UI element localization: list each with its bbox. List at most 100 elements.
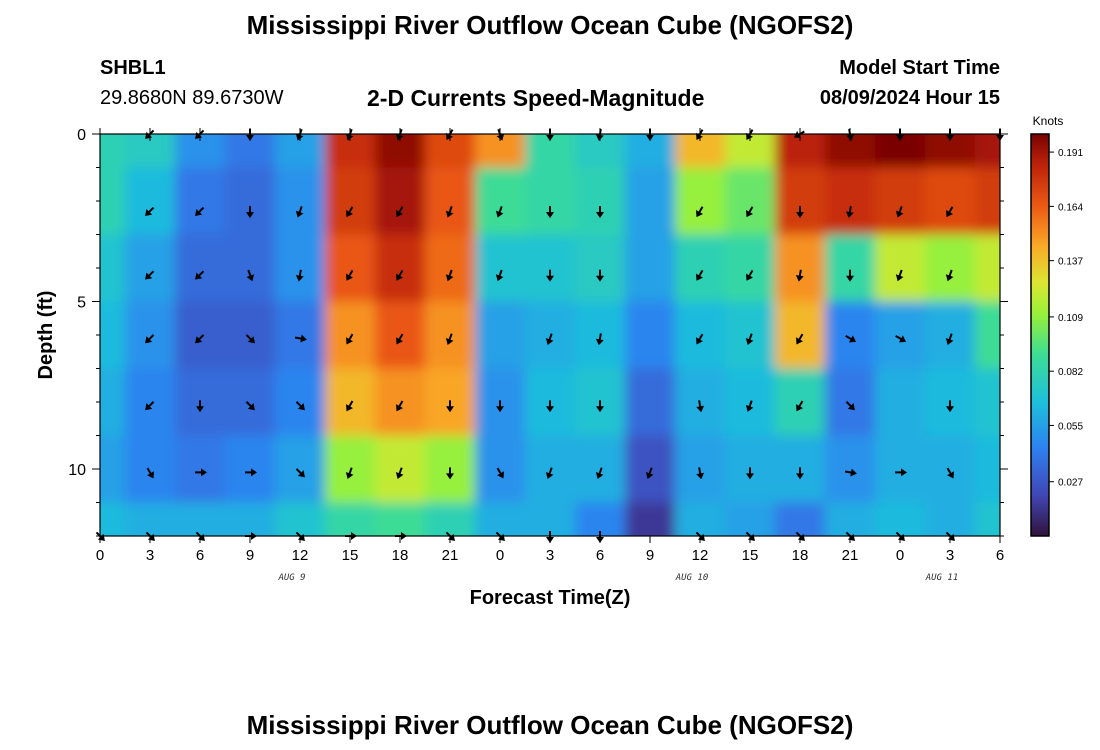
y-axis: 0 5 10	[68, 127, 1008, 537]
x-tick-label: 0	[96, 547, 104, 564]
x-axis-label: Forecast Time(Z)	[470, 587, 631, 609]
colorbar-tick-label: 0.164	[1058, 202, 1083, 213]
x-tick-label: 6	[196, 547, 204, 564]
current-arrow	[746, 206, 754, 218]
heatmap-cell	[325, 167, 376, 235]
model-start-value: 08/09/2024 Hour 15	[819, 87, 1000, 109]
current-arrow	[796, 333, 804, 345]
current-arrow	[946, 400, 954, 413]
current-arrow	[546, 206, 554, 219]
current-arrow	[345, 467, 354, 479]
heatmap-cell	[100, 435, 126, 503]
heatmap-cell	[725, 234, 776, 302]
heatmap-cell	[875, 368, 926, 436]
colorbar-tick-label: 0.191	[1058, 148, 1083, 159]
current-arrow	[446, 400, 454, 413]
current-arrow	[595, 467, 604, 479]
x-tick-label: 15	[742, 547, 759, 564]
heatmap-cell	[375, 234, 426, 302]
current-arrow	[746, 269, 754, 281]
heatmap-cell	[275, 368, 326, 436]
date-label: AUG 11	[925, 573, 959, 583]
heatmap-cell	[525, 167, 576, 235]
current-arrow	[145, 401, 155, 411]
current-arrow	[796, 467, 804, 480]
current-arrow	[245, 468, 257, 477]
current-arrow	[496, 400, 504, 413]
heatmap-cell	[375, 368, 426, 436]
current-arrow	[246, 206, 254, 219]
current-arrow	[446, 467, 454, 480]
heatmap-cell	[100, 301, 126, 369]
heatmap-cell	[975, 368, 1000, 436]
heatmap-cell	[100, 502, 126, 536]
heatmap-cell	[575, 167, 626, 235]
heatmap-cell	[325, 502, 376, 536]
bottom-title: Mississippi River Outflow Ocean Cube (NG…	[246, 710, 854, 740]
heatmap-cell	[375, 167, 426, 235]
heatmap-cell	[975, 167, 1000, 235]
heatmap-cell	[100, 167, 126, 235]
heatmap-cell	[100, 234, 126, 302]
current-arrow	[495, 269, 504, 282]
current-arrow	[245, 401, 255, 411]
heatmap-cell	[275, 167, 326, 235]
current-arrow	[546, 269, 554, 282]
current-arrow	[396, 333, 404, 345]
current-arrow	[295, 206, 304, 218]
page-title: Mississippi River Outflow Ocean Cube (NG…	[246, 10, 854, 40]
heatmap-cell	[375, 502, 426, 536]
heatmap-cell	[425, 234, 476, 302]
current-arrow	[496, 467, 504, 479]
current-arrow	[195, 334, 205, 344]
heatmap-cell	[475, 301, 526, 369]
current-arrow	[545, 467, 554, 479]
heatmap-cell	[175, 502, 226, 536]
x-tick-label: 12	[692, 547, 709, 564]
heatmap-cell	[125, 167, 176, 235]
heatmap-cell	[925, 234, 976, 302]
heatmap-cell	[675, 234, 726, 302]
heatmap-cell	[625, 368, 676, 436]
heatmap-cell	[675, 301, 726, 369]
y-tick-label: 10	[68, 462, 86, 479]
current-arrow	[295, 401, 305, 411]
heatmap-cell	[100, 134, 126, 168]
current-arrow	[895, 269, 904, 282]
heatmap-cell	[775, 301, 826, 369]
heatmap-cell	[625, 167, 676, 235]
heatmap-cell	[325, 234, 376, 302]
heatmap-cell	[975, 435, 1000, 503]
current-arrow	[346, 400, 354, 412]
heatmap-cell	[175, 301, 226, 369]
heatmap-cell	[975, 134, 1000, 168]
heatmap-cell	[125, 368, 176, 436]
heatmap-cell	[875, 435, 926, 503]
current-arrow	[745, 400, 754, 412]
heatmap-cell	[225, 167, 276, 235]
current-arrow	[395, 467, 404, 479]
current-arrow	[294, 334, 307, 343]
heatmap-cell	[775, 167, 826, 235]
heatmap-cell	[725, 502, 776, 536]
current-arrow	[346, 269, 354, 281]
current-arrow	[696, 400, 705, 413]
current-arrow	[546, 400, 554, 413]
x-tick-label: 15	[342, 547, 359, 564]
current-arrow	[696, 467, 705, 480]
heatmap-cell	[175, 435, 226, 503]
heatmap-cell	[225, 368, 276, 436]
heatmap-cell	[975, 502, 1000, 536]
current-arrow	[545, 333, 554, 345]
x-tick-label: 0	[896, 547, 904, 564]
current-arrow	[895, 468, 907, 477]
chart-subtitle: 2-D Currents Speed-Magnitude	[367, 85, 705, 111]
current-arrow	[295, 269, 304, 282]
date-label: AUG 10	[675, 573, 709, 583]
heatmap-cell	[625, 301, 676, 369]
y-tick-label: 0	[77, 127, 86, 144]
current-arrow	[795, 269, 804, 282]
x-tick-label: 3	[546, 547, 554, 564]
heatmap-cell	[475, 435, 526, 503]
